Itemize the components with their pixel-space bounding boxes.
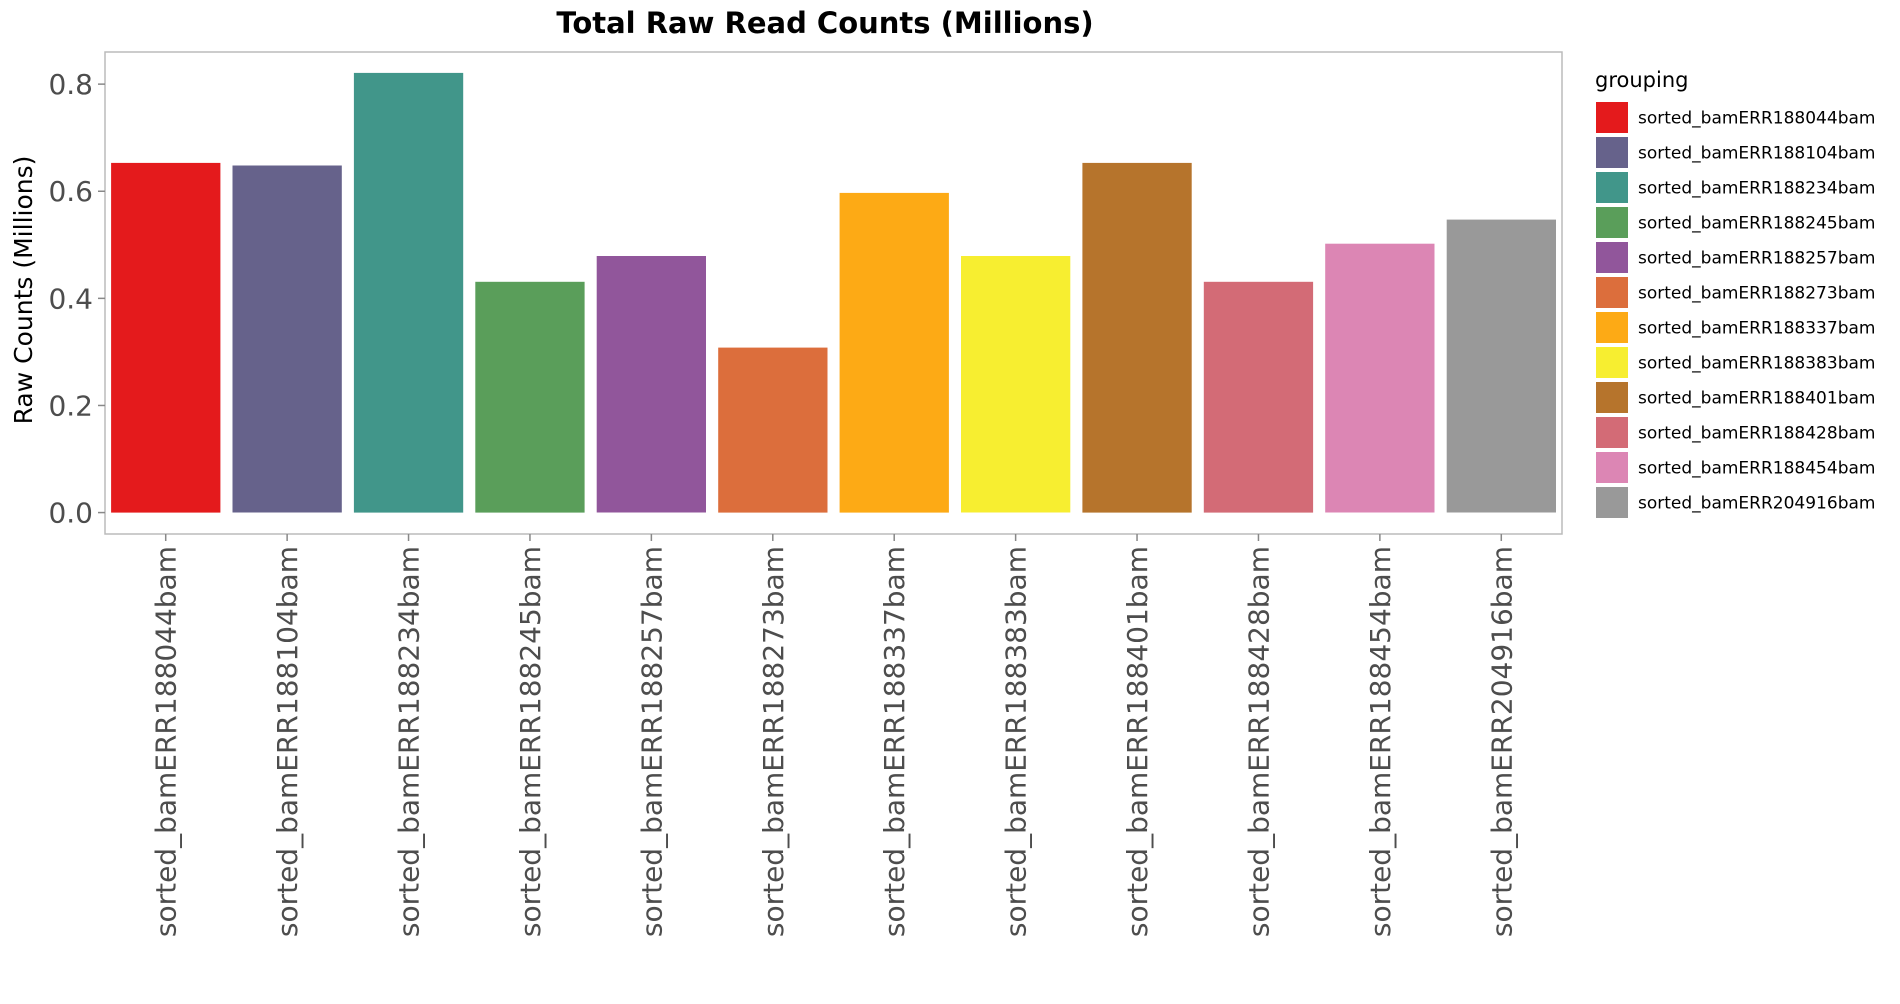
legend-swatch (1596, 382, 1628, 413)
bar-sorted_bamERR188104bam (232, 165, 342, 513)
bar-sorted_bamERR204916bam (1446, 219, 1556, 513)
legend-swatch (1596, 137, 1628, 168)
y-tick-label: 0.8 (48, 68, 93, 101)
x-axis: sorted_bamERR188044bam sorted_bamERR18810… (150, 534, 1518, 937)
legend-label: sorted_bamERR188428bam (1638, 424, 1875, 444)
y-axis: 0.0 0.2 0.4 0.6 0.8 (48, 68, 105, 530)
legend-swatch (1596, 312, 1628, 343)
y-axis-label: Raw Counts (Millions) (9, 156, 38, 425)
bar-sorted_bamERR188257bam (596, 256, 706, 513)
legend-label: sorted_bamERR188234bam (1638, 179, 1875, 199)
legend-label: sorted_bamERR188383bam (1638, 354, 1875, 374)
legend-swatch (1596, 102, 1628, 133)
legend-label: sorted_bamERR188337bam (1638, 319, 1875, 339)
bar-sorted_bamERR188383bam (961, 256, 1071, 513)
x-tick-label: sorted_bamERR188044bam (150, 546, 183, 937)
legend-swatch (1596, 207, 1628, 238)
x-tick-label: sorted_bamERR188337bam (878, 546, 911, 937)
legend-swatch (1596, 172, 1628, 203)
bar-sorted_bamERR188454bam (1325, 243, 1435, 513)
x-tick-label: sorted_bamERR188273bam (757, 546, 790, 937)
legend-label: sorted_bamERR188104bam (1638, 144, 1875, 164)
legend-label: sorted_bamERR188401bam (1638, 389, 1875, 409)
bar-sorted_bamERR188337bam (839, 192, 949, 513)
x-tick-label: sorted_bamERR204916bam (1485, 546, 1518, 937)
bar-sorted_bamERR188044bam (111, 162, 221, 513)
legend-swatch (1596, 347, 1628, 378)
bar-sorted_bamERR188428bam (1203, 281, 1314, 513)
x-tick-label: sorted_bamERR188104bam (271, 546, 304, 937)
legend-label: sorted_bamERR188454bam (1638, 459, 1875, 479)
legend-label: sorted_bamERR188257bam (1638, 249, 1875, 269)
bar-sorted_bamERR188245bam (475, 281, 585, 513)
legend-swatch (1596, 242, 1628, 273)
legend-items: sorted_bamERR188044bam sorted_bamERR18810… (1596, 102, 1875, 518)
x-tick-label: sorted_bamERR188454bam (1364, 546, 1397, 937)
bar-sorted_bamERR188234bam (353, 72, 464, 513)
x-tick-label: sorted_bamERR188234bam (393, 546, 426, 937)
chart-title: Total Raw Read Counts (Millions) (556, 6, 1093, 40)
bar-sorted_bamERR188273bam (718, 347, 828, 513)
y-tick-label: 0.4 (48, 282, 93, 315)
legend-label: sorted_bamERR188245bam (1638, 214, 1875, 234)
x-tick-label: sorted_bamERR188428bam (1243, 546, 1276, 937)
legend-label: sorted_bamERR188044bam (1638, 109, 1875, 129)
legend-label: sorted_bamERR204916bam (1638, 494, 1875, 514)
bars-group (111, 72, 1556, 513)
legend-label: sorted_bamERR188273bam (1638, 284, 1875, 304)
x-tick-label: sorted_bamERR188245bam (514, 546, 547, 937)
y-tick-label: 0.6 (48, 175, 93, 208)
legend-swatch (1596, 452, 1628, 483)
y-tick-label: 0.0 (48, 497, 93, 530)
plot-panel (104, 51, 1563, 535)
legend: grouping sorted_bamERR188044bamsorted_ba… (1595, 68, 1875, 518)
legend-swatch (1596, 417, 1628, 448)
y-tick-label: 0.2 (48, 389, 93, 422)
legend-swatch (1596, 277, 1628, 308)
x-tick-label: sorted_bamERR188257bam (635, 546, 668, 937)
x-tick-label: sorted_bamERR188383bam (1000, 546, 1033, 937)
legend-swatch (1596, 487, 1628, 518)
legend-title: grouping (1595, 68, 1688, 92)
bar-sorted_bamERR188401bam (1082, 162, 1192, 513)
x-tick-label: sorted_bamERR188401bam (1121, 546, 1154, 937)
